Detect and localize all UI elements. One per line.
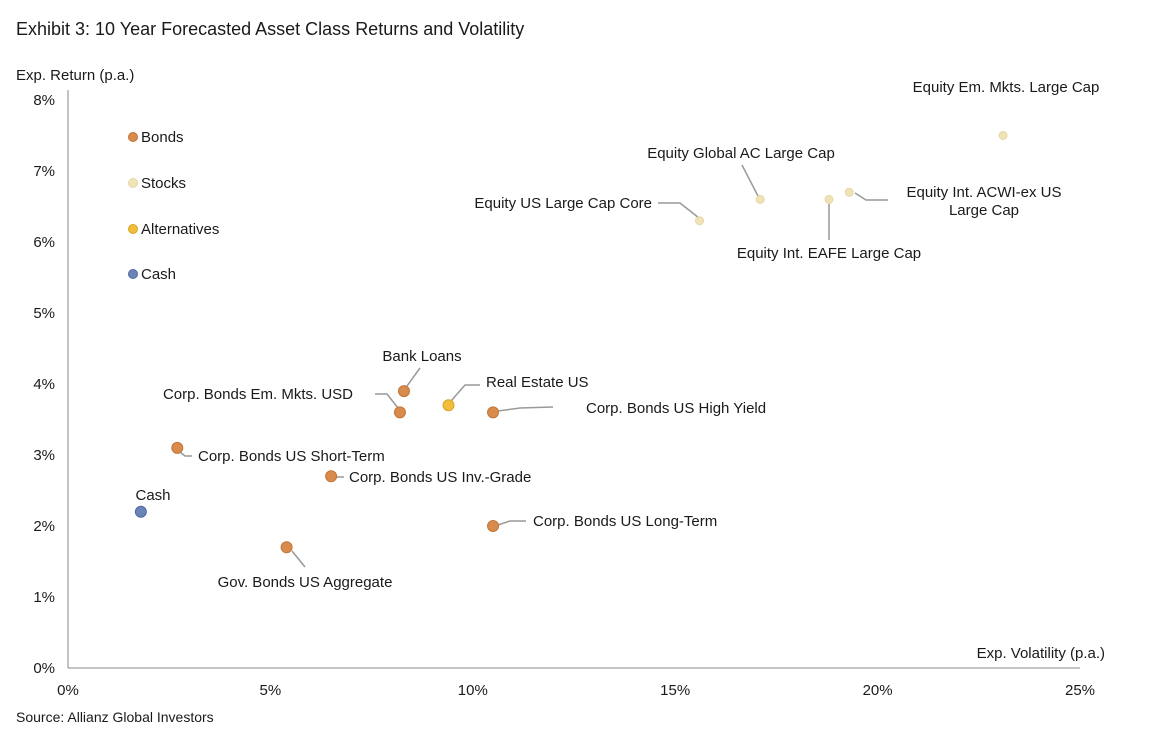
leader-line (291, 550, 306, 568)
y-tick-label: 0% (33, 660, 55, 677)
x-tick-label: 15% (660, 682, 690, 699)
data-point (442, 399, 455, 412)
legend-label: Stocks (141, 175, 186, 192)
data-label: Bank Loans (382, 348, 461, 365)
x-tick-label: 0% (57, 682, 79, 699)
legend-label: Cash (141, 266, 176, 283)
data-point (325, 470, 338, 483)
data-point (487, 520, 500, 532)
data-label: Equity Int. EAFE Large Cap (737, 245, 921, 262)
data-point (393, 406, 406, 419)
legend-label: Bonds (141, 129, 184, 146)
y-tick-label: 5% (33, 305, 55, 322)
y-tick-label: 8% (33, 92, 55, 109)
y-tick-label: 2% (33, 518, 55, 535)
data-point (755, 194, 765, 204)
data-point (397, 385, 410, 398)
data-label: Cash (135, 487, 170, 504)
data-label: Corp. Bonds Em. Mkts. USD (163, 386, 353, 403)
leader-line (741, 164, 759, 197)
leader-line (179, 451, 192, 457)
y-tick-label: 4% (33, 376, 55, 393)
data-point (134, 505, 147, 518)
chart-title: Exhibit 3: 10 Year Forecasted Asset Clas… (16, 19, 525, 39)
data-label: Real Estate US (486, 374, 589, 391)
data-label: Corp. Bonds US Short-Term (198, 448, 385, 465)
legend-marker-bonds (128, 132, 138, 142)
leader-line (450, 384, 480, 402)
source-note: Source: Allianz Global Investors (16, 709, 214, 725)
data-label: Equity Global AC Large Cap (647, 145, 835, 162)
data-label: Corp. Bonds US Long-Term (533, 513, 717, 530)
leader-line (406, 367, 421, 387)
x-tick-label: 20% (863, 682, 893, 699)
x-tick-label: 10% (458, 682, 488, 699)
leader-line (658, 202, 700, 219)
y-tick-label: 7% (33, 163, 55, 180)
y-tick-label: 3% (33, 447, 55, 464)
legend-marker-stocks (128, 178, 138, 188)
data-point (844, 187, 854, 197)
data-point (171, 441, 184, 454)
leader-line (854, 192, 888, 201)
data-point (487, 406, 500, 419)
data-label: Equity Em. Mkts. Large Cap (913, 79, 1100, 96)
x-tick-label: 5% (260, 682, 282, 699)
data-label: Large Cap (949, 202, 1019, 219)
data-point (824, 194, 834, 204)
y-tick-label: 6% (33, 234, 55, 251)
legend-marker-cash (128, 269, 138, 279)
data-label: Equity Int. ACWI-ex US (906, 184, 1061, 201)
data-label: Equity US Large Cap Core (474, 195, 652, 212)
legend-marker-alternatives (128, 224, 138, 234)
data-point (280, 541, 293, 554)
y-axis-label: Exp. Return (p.a.) (16, 67, 134, 84)
leader-line (375, 393, 399, 409)
leader-line (497, 406, 554, 412)
x-axis-label: Exp. Volatility (p.a.) (977, 645, 1105, 662)
data-label: Gov. Bonds US Aggregate (218, 574, 393, 591)
data-label: Corp. Bonds US High Yield (586, 400, 766, 417)
x-tick-label: 25% (1065, 682, 1095, 699)
data-point (694, 216, 704, 226)
y-tick-label: 1% (33, 589, 55, 606)
legend-label: Alternatives (141, 221, 219, 238)
leader-line (497, 520, 526, 526)
data-point (998, 131, 1008, 140)
data-label: Corp. Bonds US Inv.-Grade (349, 469, 531, 486)
